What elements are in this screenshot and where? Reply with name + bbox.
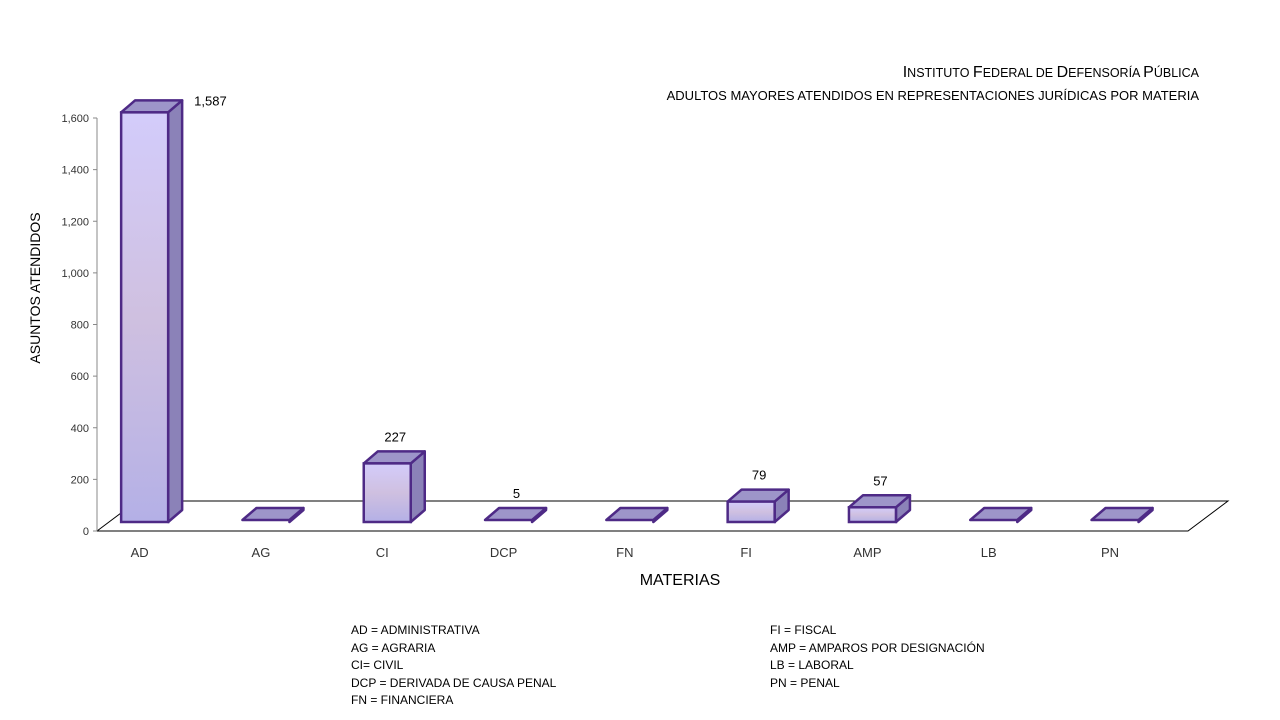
legend-entry: AG = AGRARIA: [351, 640, 436, 655]
bar-fn: [605, 506, 669, 524]
y-tick-label: 1,400: [61, 165, 89, 177]
chart-subtitle: ADULTOS MAYORES ATENDIDOS EN REPRESENTAC…: [666, 88, 1199, 103]
chart-title-part: ÚBLICA: [1153, 66, 1199, 80]
bar-fi: [726, 488, 790, 524]
bar-ad: [119, 99, 184, 524]
x-tick-label: AG: [252, 545, 271, 560]
chart-title-part: D: [1056, 64, 1069, 81]
bar-lb: [969, 506, 1033, 524]
y-tick-label: 0: [83, 526, 89, 538]
data-label: 1,587: [194, 93, 227, 108]
chart-title-part: P: [1143, 64, 1154, 81]
chart-title-part: I: [902, 64, 908, 81]
legend-entry: LB = LABORAL: [770, 658, 854, 672]
x-axis-label: MATERIAS: [640, 572, 721, 589]
chart-title: INSTITUTO FEDERAL DE DEFENSORÍA PÚBLICA: [903, 64, 1199, 82]
x-tick-label: LB: [981, 545, 997, 560]
y-tick-label: 600: [71, 371, 89, 383]
bar-front: [726, 500, 776, 524]
bar-top: [483, 506, 548, 522]
y-tick-label: 400: [71, 423, 89, 435]
legend-entry: FN = FINANCIERA: [351, 693, 454, 707]
y-tick-label: 200: [71, 474, 89, 486]
y-tick-label: 1,200: [61, 216, 89, 228]
legend-entry: DCP = DERIVADA DE CAUSA PENAL: [351, 675, 557, 690]
chart-title-part: EDERAL DE: [982, 66, 1057, 80]
data-label: 227: [384, 429, 406, 444]
y-axis-label: ASUNTOS ATENDIDOS: [27, 212, 43, 363]
x-tick-label: CI: [376, 545, 389, 560]
bar-top: [605, 506, 669, 522]
x-tick-label: FI: [740, 545, 752, 560]
bar-amp: [847, 494, 912, 524]
data-label: 57: [873, 473, 887, 488]
bar-pn: [1090, 506, 1154, 524]
legend-entry: PN = PENAL: [770, 675, 840, 690]
data-label: 79: [752, 468, 766, 483]
chart-title-part: F: [972, 64, 983, 81]
abbreviation-legend-right: FI = FISCAL AMP = AMPAROS POR DESIGNACIÓN…: [770, 622, 985, 692]
x-tick-label: PN: [1101, 545, 1119, 560]
bar-front: [847, 506, 898, 524]
bar-ag: [241, 506, 305, 524]
y-tick-label: 1,600: [61, 113, 89, 125]
bar-front: [362, 462, 412, 524]
abbreviation-legend-left: AD = ADMINISTRATIVA AG = AGRARIA CI= CIVIL…: [351, 622, 556, 710]
legend-entry: AD = ADMINISTRATIVA: [351, 623, 480, 637]
bar-dcp: [483, 506, 548, 524]
bar-top: [1090, 506, 1154, 522]
data-label: 5: [513, 486, 520, 501]
bar-front: [119, 111, 170, 524]
bar-top: [969, 506, 1033, 522]
y-tick-label: 1,000: [61, 268, 89, 280]
x-tick-label: DCP: [490, 545, 517, 560]
legend-entry: AMP = AMPAROS POR DESIGNACIÓN: [770, 640, 985, 655]
bar-side: [166, 99, 184, 524]
y-tick-label: 800: [71, 320, 89, 332]
legend-entry: CI= CIVIL: [351, 658, 404, 672]
x-tick-label: FN: [616, 545, 633, 560]
bar-ci: [362, 450, 426, 524]
chart-title-part: NSTITUTO: [907, 66, 973, 80]
x-tick-label: AMP: [853, 545, 881, 560]
bar-top: [241, 506, 305, 522]
chart-title-part: EFENSORÍA: [1068, 66, 1144, 80]
legend-entry: FI = FISCAL: [770, 623, 837, 637]
x-tick-label: AD: [131, 545, 149, 560]
